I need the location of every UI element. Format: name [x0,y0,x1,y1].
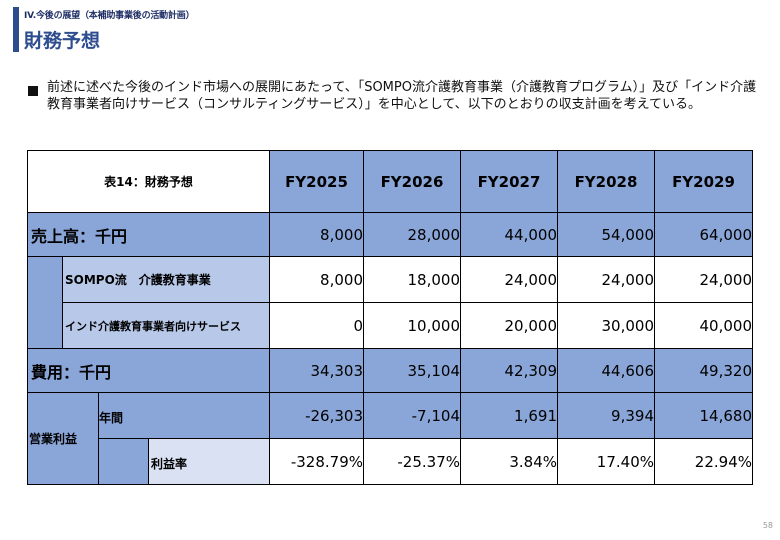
annual-profit-value: 1,691 [460,392,558,439]
profit-margin-row: 利益率 -328.79% -25.37% 3.84% 17.40% 22.94% [28,438,753,485]
margin-value: 17.40% [557,438,655,485]
year-header: FY2027 [460,150,558,213]
page-number: 58 [762,521,773,530]
sales-value: 8,000 [269,212,364,257]
costs-value: 49,320 [654,348,753,393]
sompo-value: 24,000 [654,256,753,303]
costs-value: 34,303 [269,348,364,393]
operating-profit-label: 営業利益 [27,392,99,485]
table-header-row: 表14：財務予想 FY2025 FY2026 FY2027 FY2028 FY2… [27,150,753,213]
sales-row: 売上高：千円 8,000 28,000 44,000 54,000 64,000 [27,212,753,257]
india-value: 20,000 [460,302,558,349]
financial-forecast-table: 表14：財務予想 FY2025 FY2026 FY2027 FY2028 FY2… [27,150,753,485]
costs-row: 費用：千円 34,303 35,104 42,309 44,606 49,320 [27,348,753,393]
sales-value: 54,000 [557,212,655,257]
year-header: FY2025 [269,150,364,213]
sompo-value: 18,000 [363,256,461,303]
annual-label: 年間 [98,392,270,439]
india-value: 30,000 [557,302,655,349]
annual-profit-value: 14,680 [654,392,753,439]
year-header: FY2028 [557,150,655,213]
sales-label: 売上高：千円 [27,212,270,257]
margin-label: 利益率 [148,438,270,485]
margin-indent-cell [98,438,149,485]
sales-value: 44,000 [460,212,558,257]
sompo-value: 24,000 [557,256,655,303]
title-accent-bar [13,7,19,52]
margin-value: -328.79% [269,438,364,485]
page-title: 財務予想 [24,30,101,52]
margin-value: 3.84% [460,438,558,485]
india-value: 40,000 [654,302,753,349]
costs-value: 44,606 [557,348,655,393]
sompo-value: 24,000 [460,256,558,303]
sales-value: 28,000 [363,212,461,257]
section-label: IV.今後の展望（本補助事業後の活動計画） [24,11,195,21]
annual-profit-value: -26,303 [269,392,364,439]
costs-value: 42,309 [460,348,558,393]
year-header: FY2029 [654,150,753,213]
india-value: 10,000 [363,302,461,349]
annual-profit-value: 9,394 [557,392,655,439]
annual-profit-value: -7,104 [363,392,461,439]
sales-value: 64,000 [654,212,753,257]
margin-value: 22.94% [654,438,753,485]
margin-value: -25.37% [363,438,461,485]
costs-label: 費用：千円 [27,348,270,393]
india-value: 0 [269,302,364,349]
sompo-value: 8,000 [269,256,364,303]
sales-indent-cell [27,256,63,349]
costs-value: 35,104 [363,348,461,393]
bullet-square-icon [28,86,38,96]
india-row: インド介護教育事業者向けサービス 0 10,000 20,000 30,000 … [28,302,753,349]
sompo-label: SOMPO流 介護教育事業 [62,256,270,303]
year-header: FY2026 [363,150,461,213]
india-label: インド介護教育事業者向けサービス [62,302,270,349]
table-caption: 表14：財務予想 [27,150,270,213]
operating-profit-annual-row: 営業利益 年間 -26,303 -7,104 1,691 9,394 14,68… [27,392,753,485]
sompo-row: SOMPO流 介護教育事業 8,000 18,000 24,000 24,000… [27,256,753,349]
intro-paragraph: 前述に述べた今後のインド市場への展開にあたって、「SOMPO流介護教育事業（介護… [47,80,757,112]
